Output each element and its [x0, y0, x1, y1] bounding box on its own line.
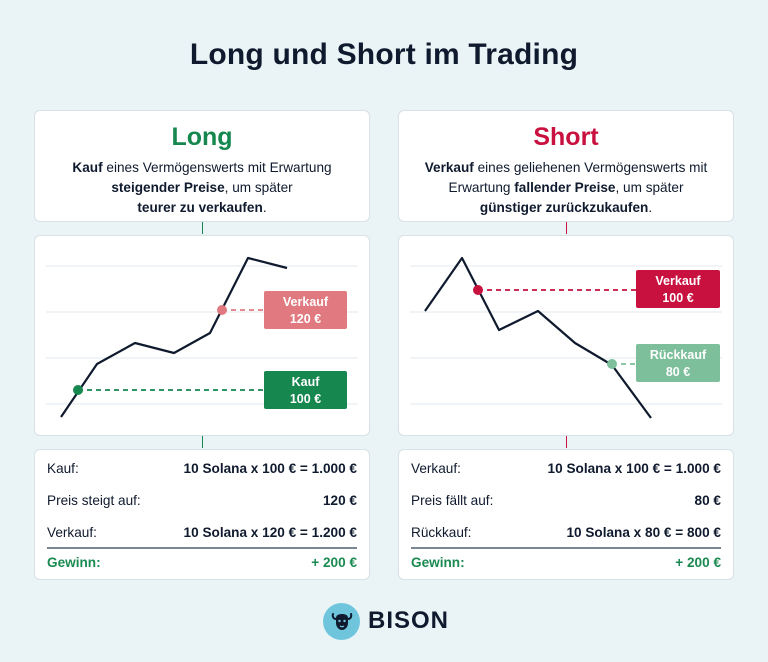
short-sell-label-line2: 100 € [662, 291, 693, 305]
short-table-row-buyback: Rückkauf: 10 Solana x 80 € = 800 € [411, 520, 721, 544]
short-desc-text-2: , um später [615, 180, 684, 195]
long-desc-text-1: eines Vermögenswerts mit Erwartung [102, 160, 332, 175]
short-sell-label: Verkauf 100 € [636, 270, 720, 308]
short-result-label: Gewinn: [411, 554, 465, 570]
long-connector-top [202, 222, 203, 234]
short-row-label: Rückkauf: [411, 524, 472, 540]
short-connector-top [566, 222, 567, 234]
long-table-card: Kauf: 10 Solana x 100 € = 1.000 € Preis … [34, 449, 370, 580]
short-buyback-label: Rückkauf 80 € [636, 344, 720, 382]
long-buy-label-line2: 100 € [290, 392, 321, 406]
short-table-row-sell: Verkauf: 10 Solana x 100 € = 1.000 € [411, 456, 721, 480]
long-connector-bottom [202, 436, 203, 448]
long-table-row-sell: Verkauf: 10 Solana x 120 € = 1.200 € [47, 520, 357, 544]
short-sell-marker [473, 285, 483, 295]
short-row-label: Preis fällt auf: [411, 492, 494, 508]
long-buy-label-line1: Kauf [292, 375, 321, 389]
long-row-value: 10 Solana x 100 € = 1.000 € [183, 460, 357, 476]
bison-logo-text: BISON [368, 607, 450, 634]
long-table-divider [47, 547, 357, 549]
short-row-value: 80 € [694, 492, 721, 508]
short-desc-text-1: eines geliehenen Vermögenswerts mit Erwa… [448, 160, 708, 195]
long-result-value: + 200 € [311, 554, 357, 570]
short-description: Verkauf eines geliehenen Vermögenswerts … [413, 158, 719, 218]
short-buyback-label-line2: 80 € [666, 365, 690, 379]
bison-logo: BISON [323, 601, 449, 641]
short-table-divider [411, 547, 721, 549]
long-header-card: Long Kauf eines Vermögenswerts mit Erwar… [34, 110, 370, 222]
short-gridlines [410, 265, 722, 405]
short-row-label: Verkauf: [411, 460, 461, 476]
long-sell-label: Verkauf 120 € [264, 291, 347, 329]
short-desc-bold-1: Verkauf [424, 160, 474, 175]
long-row-label: Preis steigt auf: [47, 492, 141, 508]
short-buyback-label-line1: Rückkauf [650, 348, 707, 362]
short-connector-bottom [566, 436, 567, 448]
short-table-row-price: Preis fällt auf: 80 € [411, 488, 721, 512]
short-header-card: Short Verkauf eines geliehenen Vermögens… [398, 110, 734, 222]
long-desc-text-2: , um später [224, 180, 293, 195]
short-desc-text-3: . [648, 200, 653, 215]
short-desc-bold-2: fallender Preise [514, 180, 616, 195]
short-buyback-marker [607, 359, 617, 369]
short-row-value: 10 Solana x 80 € = 800 € [566, 524, 721, 540]
long-row-value: 10 Solana x 120 € = 1.200 € [183, 524, 357, 540]
page-title: Long und Short im Trading [189, 38, 579, 71]
short-heading: Short [533, 123, 599, 151]
short-sell-label-line1: Verkauf [655, 274, 701, 288]
long-table-row-buy: Kauf: 10 Solana x 100 € = 1.000 € [47, 456, 357, 480]
long-result-label: Gewinn: [47, 554, 101, 570]
long-row-label: Kauf: [47, 460, 79, 476]
short-desc-bold-3: günstiger zurückzukaufen [479, 200, 649, 215]
long-buy-marker [73, 385, 83, 395]
short-price-line [424, 256, 652, 419]
long-sell-marker [217, 305, 227, 315]
long-table-row-price: Preis steigt auf: 120 € [47, 488, 357, 512]
short-row-value: 10 Solana x 100 € = 1.000 € [547, 460, 721, 476]
long-table-row-result: Gewinn: + 200 € [47, 550, 357, 574]
long-desc-bold-2: steigender Preise [111, 180, 225, 195]
long-chart-card [34, 235, 370, 436]
long-price-line [60, 256, 288, 418]
long-description: Kauf eines Vermögenswerts mit Erwartung … [49, 158, 355, 218]
long-heading: Long [171, 123, 233, 151]
short-table-row-result: Gewinn: + 200 € [411, 550, 721, 574]
long-row-label: Verkauf: [47, 524, 97, 540]
bison-head-icon [323, 602, 360, 640]
short-result-value: + 200 € [675, 554, 721, 570]
long-sell-label-line1: Verkauf [283, 295, 329, 309]
long-row-value: 120 € [322, 492, 357, 508]
long-buy-label: Kauf 100 € [264, 371, 347, 409]
long-sell-label-line2: 120 € [290, 312, 321, 326]
long-desc-bold-1: Kauf [72, 160, 103, 175]
long-desc-text-3: . [262, 200, 267, 215]
long-desc-bold-3: teurer zu verkaufen [137, 200, 263, 215]
short-table-card: Verkauf: 10 Solana x 100 € = 1.000 € Pre… [398, 449, 734, 580]
